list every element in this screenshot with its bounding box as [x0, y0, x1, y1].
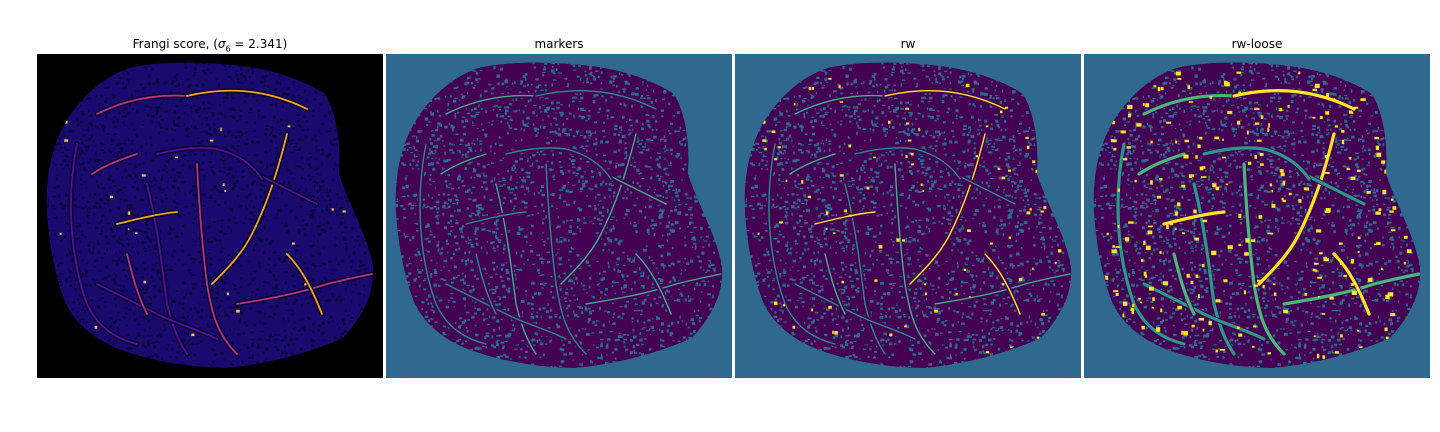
panel-title-rw: rw	[900, 37, 916, 51]
title-suffix: = 2.341)	[230, 37, 288, 51]
vessel	[91, 153, 138, 175]
vessel	[768, 143, 836, 345]
pore-texture	[46, 62, 374, 368]
vessel	[814, 211, 876, 225]
title-subscript: 6	[225, 44, 231, 54]
pore-texture	[1093, 62, 1421, 368]
vessel	[445, 94, 537, 115]
vessel	[1137, 152, 1186, 176]
vessel	[1142, 282, 1266, 341]
pore-texture	[395, 62, 723, 368]
vessel	[984, 253, 1021, 315]
vessel	[475, 253, 497, 315]
vessel	[560, 133, 637, 285]
vessel	[445, 283, 567, 340]
vessel	[196, 163, 238, 355]
vessel	[794, 283, 916, 340]
vessel	[126, 253, 148, 315]
panel-rw-loose-image	[1084, 54, 1430, 378]
vessel	[789, 153, 836, 175]
tissue-region	[1093, 62, 1421, 368]
vessel	[894, 163, 936, 355]
vessel	[934, 273, 1071, 305]
vessel	[116, 211, 178, 225]
pore-texture	[744, 62, 1072, 368]
markers-image	[386, 54, 732, 378]
highlight-voxels	[1105, 69, 1415, 367]
panel-frangi-image	[37, 54, 383, 378]
rw-loose-image	[1084, 54, 1430, 378]
vessel	[545, 163, 587, 355]
vessel	[884, 90, 1006, 110]
panel-title-markers: markers	[534, 37, 584, 51]
frangi-image	[37, 54, 383, 378]
tissue-region	[395, 62, 723, 368]
vessel	[585, 273, 722, 305]
vessel	[96, 283, 218, 340]
vessel	[1142, 94, 1236, 116]
vessel	[1116, 142, 1186, 346]
vessel	[824, 253, 846, 315]
tissue-region	[744, 62, 1072, 368]
vessel	[1242, 162, 1286, 356]
vessel	[794, 94, 886, 115]
panel-rw-image	[735, 54, 1081, 378]
vessel	[1332, 252, 1371, 316]
vessel	[70, 143, 138, 345]
vessel	[236, 273, 373, 305]
vessel	[1172, 252, 1196, 316]
vessel	[156, 146, 263, 180]
panel-title-frangi: Frangi score, (σ6 = 2.341)	[37, 36, 383, 57]
vessel	[1282, 272, 1421, 306]
title-symbol: σ	[217, 37, 226, 51]
vessel	[1257, 132, 1336, 286]
vessel	[909, 133, 986, 285]
vessel	[1202, 146, 1311, 181]
title-prefix: Frangi score, (	[132, 37, 218, 51]
vessel	[286, 253, 323, 315]
vessel	[1162, 210, 1226, 226]
vessel	[465, 211, 527, 225]
vessel	[854, 147, 961, 180]
vessel	[505, 147, 612, 180]
vessel	[535, 90, 657, 110]
vessel	[440, 153, 487, 175]
rw-image	[735, 54, 1081, 378]
tissue-region	[46, 62, 374, 368]
panel-markers-image	[386, 54, 732, 378]
vessel	[635, 253, 672, 315]
vessel	[186, 89, 308, 110]
vessel	[96, 94, 188, 115]
vessel	[1232, 89, 1356, 111]
vessel	[211, 133, 288, 285]
panel-title-rw-loose: rw-loose	[1231, 37, 1283, 51]
vessel	[419, 143, 487, 345]
